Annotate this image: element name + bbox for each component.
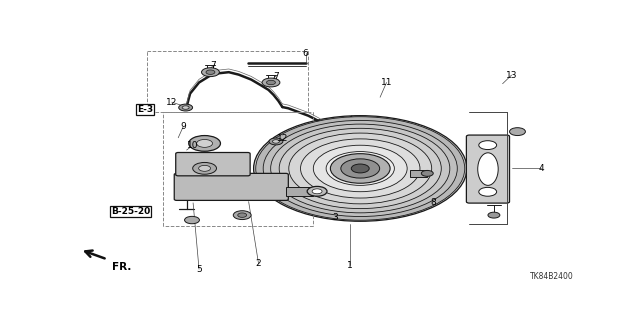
Circle shape (193, 162, 216, 174)
Circle shape (479, 187, 497, 196)
Circle shape (273, 140, 280, 143)
Text: 6: 6 (303, 48, 308, 57)
Circle shape (326, 152, 394, 185)
Circle shape (289, 133, 432, 204)
Bar (286, 187, 313, 196)
FancyBboxPatch shape (176, 152, 250, 176)
Circle shape (351, 164, 369, 173)
Ellipse shape (477, 153, 498, 185)
Text: 10: 10 (188, 141, 199, 150)
Circle shape (263, 120, 458, 217)
Text: B-25-20: B-25-20 (111, 207, 150, 216)
Circle shape (307, 186, 327, 196)
Circle shape (198, 165, 211, 171)
Circle shape (330, 154, 390, 183)
Bar (410, 170, 428, 177)
Circle shape (312, 189, 322, 194)
Text: 11: 11 (381, 78, 392, 87)
Text: 9: 9 (180, 122, 186, 131)
Circle shape (206, 70, 215, 74)
Text: 3: 3 (333, 213, 339, 222)
Circle shape (189, 136, 220, 151)
Text: 5: 5 (196, 265, 202, 274)
Circle shape (271, 124, 450, 213)
Circle shape (184, 216, 200, 224)
Text: 7: 7 (210, 61, 216, 70)
Circle shape (279, 128, 442, 209)
Circle shape (233, 211, 251, 219)
Circle shape (182, 106, 189, 109)
Text: 8: 8 (430, 198, 436, 207)
Circle shape (509, 128, 525, 136)
Circle shape (479, 141, 497, 150)
FancyBboxPatch shape (467, 135, 509, 203)
Text: 12: 12 (276, 135, 288, 144)
Circle shape (488, 212, 500, 218)
Circle shape (196, 139, 212, 147)
Circle shape (253, 116, 467, 221)
Text: 12: 12 (166, 98, 177, 107)
Circle shape (421, 170, 433, 176)
Circle shape (341, 159, 380, 178)
FancyBboxPatch shape (174, 174, 289, 200)
Circle shape (262, 78, 280, 87)
Text: TK84B2400: TK84B2400 (530, 272, 573, 281)
Circle shape (269, 138, 283, 145)
Circle shape (256, 117, 465, 220)
Text: E-3: E-3 (137, 105, 153, 114)
Text: 1: 1 (348, 261, 353, 270)
Circle shape (179, 104, 193, 111)
Circle shape (266, 80, 275, 85)
Text: 4: 4 (538, 164, 544, 173)
Text: FR.: FR. (112, 262, 132, 272)
Circle shape (301, 139, 420, 198)
Text: 7: 7 (273, 72, 279, 81)
Circle shape (237, 213, 246, 217)
Text: 2: 2 (256, 259, 261, 268)
Text: 13: 13 (506, 70, 517, 80)
Circle shape (202, 68, 220, 77)
Circle shape (314, 145, 407, 192)
